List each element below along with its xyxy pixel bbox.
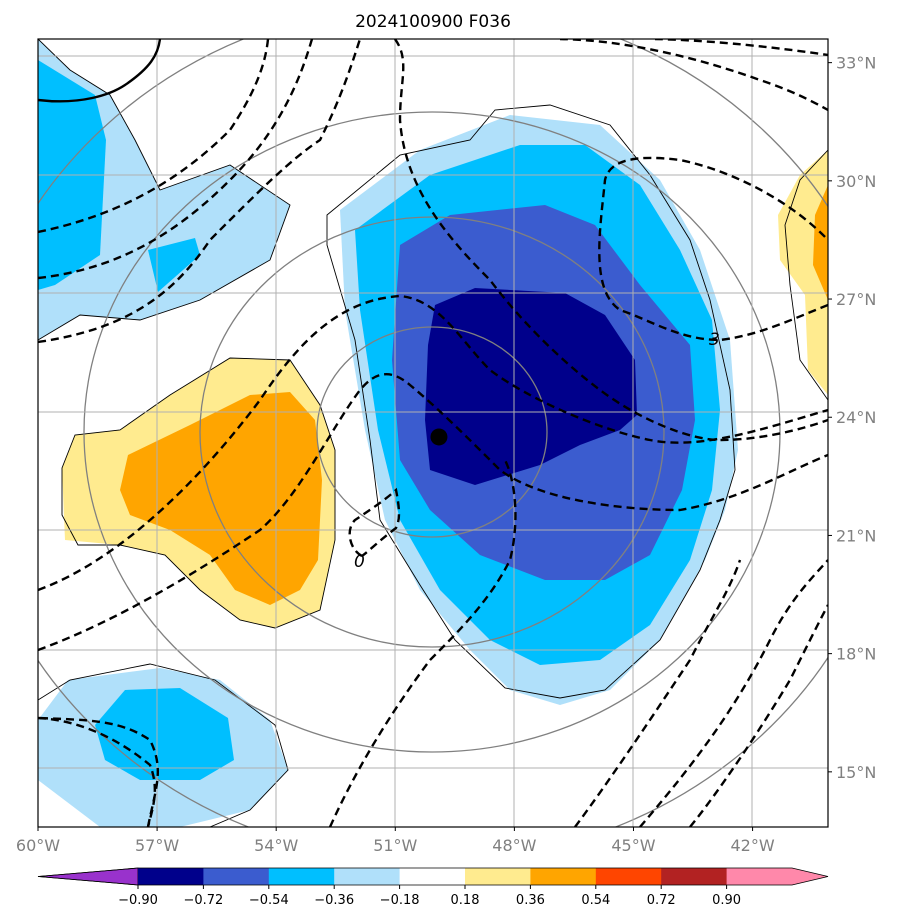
x-tick-label: 51°W <box>373 836 417 855</box>
y-tick-label: 27°N <box>836 290 876 309</box>
solid-contour <box>38 39 162 103</box>
colorbar-tick-label: 0.36 <box>516 893 545 908</box>
colorbar-tick-label: 0.72 <box>647 893 676 908</box>
x-tick-label: 48°W <box>492 836 536 855</box>
dashed-contours <box>38 39 828 827</box>
x-tick-label: 42°W <box>730 836 774 855</box>
x-tick-label: 60°W <box>16 836 60 855</box>
shade-sw-mid <box>95 688 234 780</box>
colorbar-segment <box>268 868 335 885</box>
gray-ring-contours <box>38 39 828 827</box>
x-tick-label: 54°W <box>254 836 298 855</box>
colorbar-extend-low <box>37 867 139 886</box>
colorbar-tick-label: −0.36 <box>314 893 354 908</box>
y-tick-label: 24°N <box>836 408 876 427</box>
contour-label-0: 0 <box>354 552 365 572</box>
shade-center-core <box>425 288 637 485</box>
shade-west-mid <box>120 392 322 605</box>
y-tick-label: 15°N <box>836 763 876 782</box>
colorbar-tick-label: −0.54 <box>249 893 289 908</box>
shade-nw-light <box>38 39 290 340</box>
colorbar-tick-label: 0.18 <box>451 893 480 908</box>
colorbar-segment <box>203 868 270 885</box>
shade-nw-mid2 <box>148 238 200 292</box>
shading-layer <box>38 39 828 827</box>
colorbar-extend-high <box>726 868 828 885</box>
colorbar-tick-label: −0.90 <box>118 893 158 908</box>
colorbar-segment <box>595 868 662 885</box>
x-tick-labels: 60°W 57°W 54°W 51°W 48°W 45°W 42°W <box>16 827 775 855</box>
y-tick-label: 18°N <box>836 645 876 664</box>
y-tick-label: 30°N <box>836 172 876 191</box>
colorbar-tick-label: −0.18 <box>380 893 420 908</box>
chart-title: 2024100900 F036 <box>355 12 511 32</box>
colorbar-segment <box>530 868 597 885</box>
colorbar-tick-label: −0.72 <box>183 893 223 908</box>
colorbar-segment <box>465 868 531 885</box>
colorbar-segment <box>661 868 728 885</box>
x-tick-label: 45°W <box>611 836 655 855</box>
map-frame <box>37 38 829 828</box>
y-tick-label: 33°N <box>836 54 876 73</box>
y-tick-labels: 15°N 18°N 21°N 24°N 27°N 30°N 33°N <box>828 54 876 782</box>
storm-center-marker <box>430 428 448 446</box>
x-tick-label: 57°W <box>135 836 179 855</box>
colorbar-segment <box>138 868 204 885</box>
colorbar-segment <box>399 868 466 885</box>
shade-ne-mid <box>813 185 828 300</box>
colorbar: −0.90 −0.72 −0.54 −0.36 −0.18 0.18 0.36 0.54 0.7… <box>37 867 829 908</box>
shade-ne-light <box>778 150 828 395</box>
contour-label-3: 3 <box>709 330 720 350</box>
colorbar-tick-label: 0.90 <box>712 893 741 908</box>
colorbar-segment <box>334 868 401 885</box>
colorbar-tick-label: 0.54 <box>581 893 610 908</box>
map-area: 0 3 <box>38 39 828 827</box>
y-tick-label: 21°N <box>836 526 876 545</box>
